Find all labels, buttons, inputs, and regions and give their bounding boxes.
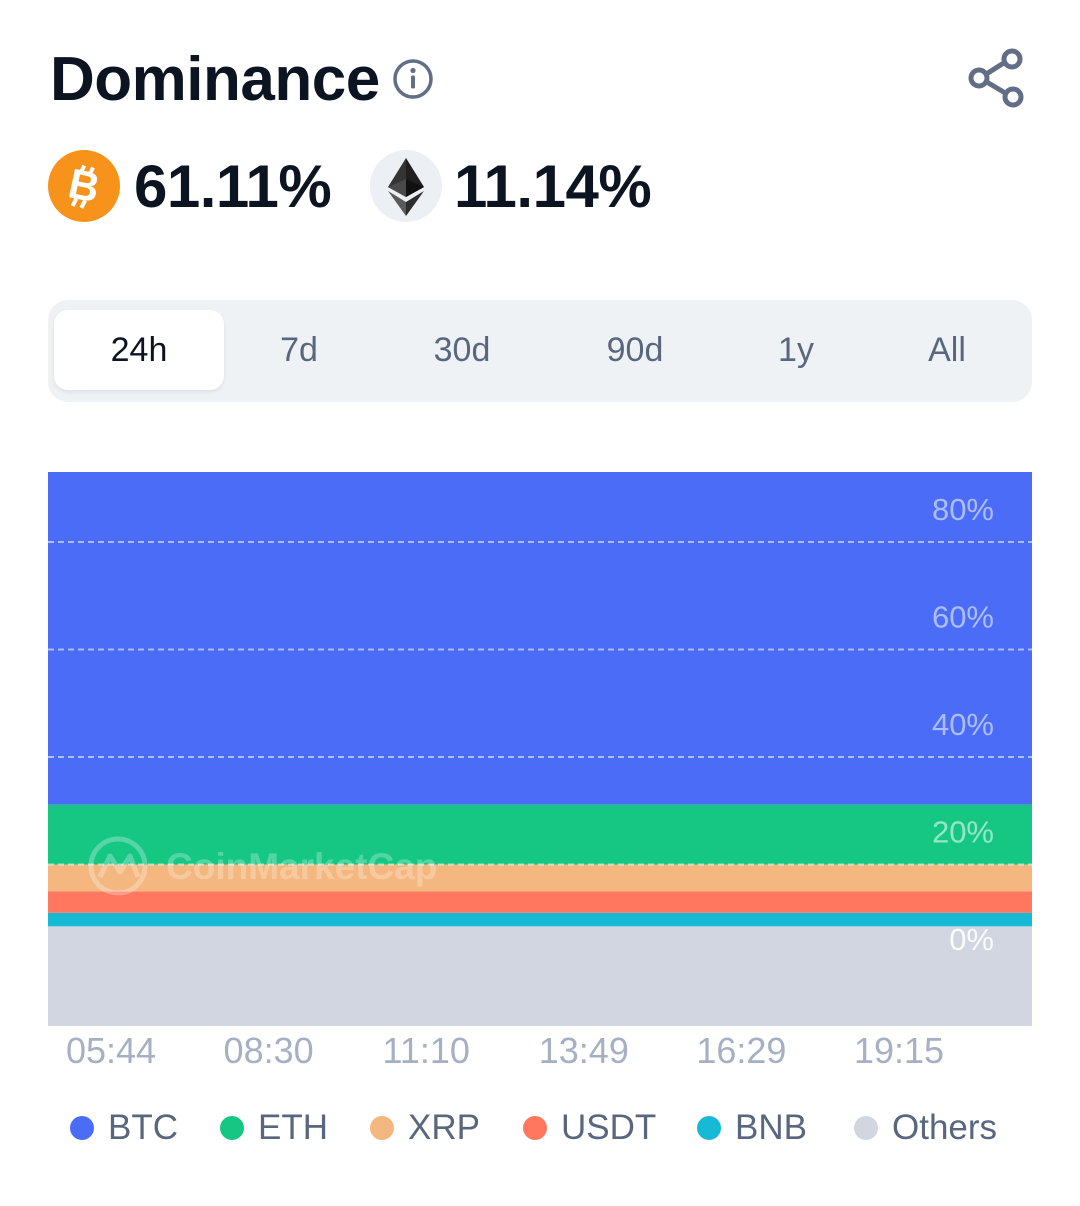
legend-item-btc[interactable]: BTC — [70, 1100, 178, 1156]
ethereum-icon — [370, 150, 442, 222]
share-icon[interactable] — [966, 46, 1026, 110]
page-title: Dominance — [50, 45, 380, 114]
area-xrp — [48, 864, 1032, 892]
dominance-chart-svg: CoinMarketCap 0% 20% 40% 60% 80% — [48, 472, 1032, 1026]
x-tick-label: 13:49 — [538, 1030, 629, 1071]
tab-24h[interactable]: 24h — [54, 310, 224, 390]
chart-legend: BTC ETH XRP USDT BNB Others — [0, 1100, 1080, 1156]
legend-swatch — [697, 1116, 721, 1140]
info-icon[interactable] — [392, 58, 434, 100]
y-tick-label: 80% — [932, 492, 994, 527]
y-tick-label: 20% — [932, 815, 994, 850]
y-tick-label: 0% — [949, 922, 994, 957]
y-tick-label: 60% — [932, 600, 994, 635]
legend-item-others[interactable]: Others — [854, 1100, 997, 1156]
area-usdt — [48, 891, 1032, 913]
legend-label: USDT — [561, 1108, 657, 1147]
legend-swatch — [523, 1116, 547, 1140]
x-tick-label: 11:10 — [382, 1030, 470, 1071]
tab-30d[interactable]: 30d — [433, 331, 491, 369]
legend-swatch — [70, 1116, 94, 1140]
legend-swatch — [220, 1116, 244, 1140]
legend-swatch — [854, 1116, 878, 1140]
btc-dominance-value: 61.11% — [134, 153, 332, 220]
area-others — [48, 926, 1032, 1026]
legend-item-bnb[interactable]: BNB — [697, 1100, 807, 1156]
tab-90d[interactable]: 90d — [606, 331, 664, 369]
eth-dominance-value: 11.14% — [454, 153, 652, 220]
bitcoin-icon: B — [48, 150, 120, 222]
dominance-summary: B 61.11% 11.14% — [48, 150, 748, 224]
time-range-tabs: 24h 7d 30d 90d 1y All — [48, 300, 1032, 402]
legend-label: ETH — [258, 1108, 328, 1147]
x-tick-label: 08:30 — [223, 1030, 314, 1071]
x-tick-label: 16:29 — [696, 1030, 787, 1071]
x-tick-label: 05:44 — [65, 1030, 157, 1071]
dominance-chart[interactable]: CoinMarketCap 0% 20% 40% 60% 80% — [48, 472, 1032, 1026]
y-tick-label: 40% — [932, 707, 994, 742]
area-bnb — [48, 912, 1032, 927]
coinmarketcap-watermark: CoinMarketCap — [88, 836, 437, 896]
tab-1y[interactable]: 1y — [778, 331, 814, 369]
legend-label: XRP — [408, 1108, 480, 1147]
area-btc — [48, 472, 1032, 805]
legend-item-usdt[interactable]: USDT — [523, 1100, 656, 1156]
legend-item-eth[interactable]: ETH — [220, 1100, 328, 1156]
chart-x-axis: 05:44 08:30 11:10 13:49 16:29 19:15 — [0, 1030, 1080, 1080]
legend-label: Others — [892, 1108, 998, 1147]
legend-label: BTC — [108, 1108, 178, 1147]
svg-text:CoinMarketCap: CoinMarketCap — [166, 846, 437, 887]
x-tick-label: 19:15 — [853, 1030, 945, 1071]
tab-7d[interactable]: 7d — [280, 331, 318, 369]
legend-swatch — [370, 1116, 394, 1140]
tab-all[interactable]: All — [928, 331, 966, 369]
legend-item-xrp[interactable]: XRP — [370, 1100, 480, 1156]
area-eth — [48, 804, 1032, 865]
legend-label: BNB — [735, 1108, 807, 1147]
